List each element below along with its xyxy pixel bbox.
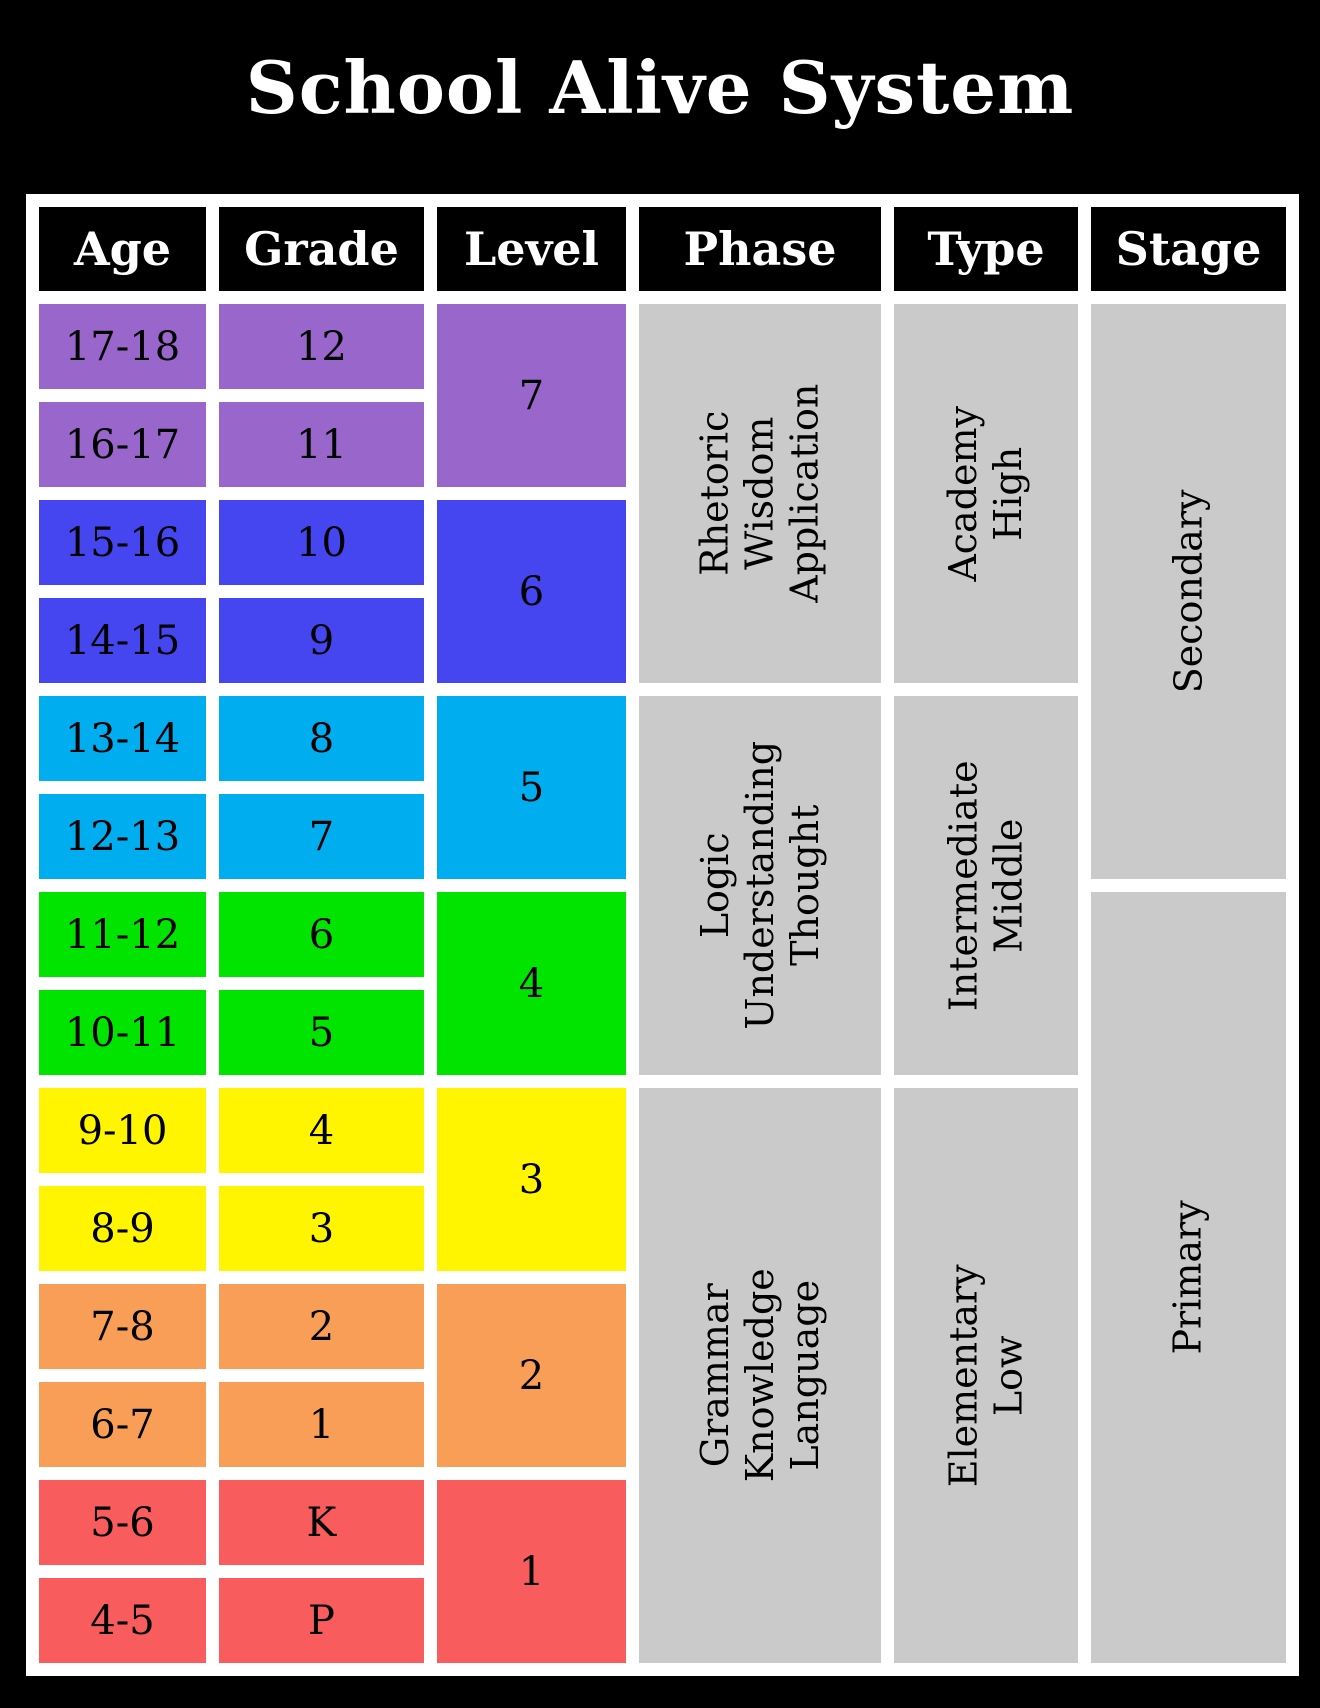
grade-cell: 7 bbox=[219, 794, 424, 879]
level-cell: 4 bbox=[437, 892, 626, 1075]
age-cell: 6-7 bbox=[39, 1382, 206, 1467]
stage-label: Primary bbox=[1166, 1200, 1211, 1355]
phase-label: Rhetoric Wisdom Application bbox=[692, 383, 827, 604]
grade-cell: K bbox=[219, 1480, 424, 1565]
phase-cell: Logic Understanding Thought bbox=[639, 696, 881, 1075]
age-cell: 13-14 bbox=[39, 696, 206, 781]
grade-cell: P bbox=[219, 1578, 424, 1663]
age-cell: 14-15 bbox=[39, 598, 206, 683]
level-cell: 5 bbox=[437, 696, 626, 879]
grade-cell: 6 bbox=[219, 892, 424, 977]
phase-cell: Rhetoric Wisdom Application bbox=[639, 304, 881, 683]
grade-cell: 11 bbox=[219, 402, 424, 487]
age-cell: 9-10 bbox=[39, 1088, 206, 1173]
age-cell: 10-11 bbox=[39, 990, 206, 1075]
age-cell: 11-12 bbox=[39, 892, 206, 977]
level-cell: 7 bbox=[437, 304, 626, 487]
age-cell: 4-5 bbox=[39, 1578, 206, 1663]
grade-cell: 8 bbox=[219, 696, 424, 781]
grade-cell: 5 bbox=[219, 990, 424, 1075]
grade-cell: 10 bbox=[219, 500, 424, 585]
grade-cell: 9 bbox=[219, 598, 424, 683]
age-cell: 15-16 bbox=[39, 500, 206, 585]
age-cell: 17-18 bbox=[39, 304, 206, 389]
age-cell: 7-8 bbox=[39, 1284, 206, 1369]
level-cell: 3 bbox=[437, 1088, 626, 1271]
column-header-age: Age bbox=[39, 207, 206, 291]
grade-cell: 2 bbox=[219, 1284, 424, 1369]
stage-cell: Secondary bbox=[1091, 304, 1286, 879]
age-cell: 8-9 bbox=[39, 1186, 206, 1271]
age-cell: 5-6 bbox=[39, 1480, 206, 1565]
page-title: School Alive System bbox=[245, 45, 1075, 130]
column-header-type: Type bbox=[894, 207, 1078, 291]
column-header-grade: Grade bbox=[219, 207, 424, 291]
type-cell: Intermediate Middle bbox=[894, 696, 1078, 1075]
phase-label: Logic Understanding Thought bbox=[692, 741, 827, 1030]
age-cell: 16-17 bbox=[39, 402, 206, 487]
stage-label: Secondary bbox=[1166, 489, 1211, 694]
grade-cell: 3 bbox=[219, 1186, 424, 1271]
stage-cell: Primary bbox=[1091, 892, 1286, 1663]
column-header-stage: Stage bbox=[1091, 207, 1286, 291]
school-system-table: Age Grade Level Phase Type Stage 17-18 1… bbox=[26, 194, 1299, 1676]
column-header-level: Level bbox=[437, 207, 626, 291]
type-label: Elementary Low bbox=[941, 1264, 1030, 1487]
level-cell: 2 bbox=[437, 1284, 626, 1467]
grade-cell: 4 bbox=[219, 1088, 424, 1173]
phase-label: Grammar Knowledge Language bbox=[692, 1268, 827, 1483]
phase-cell: Grammar Knowledge Language bbox=[639, 1088, 881, 1663]
type-cell: Academy High bbox=[894, 304, 1078, 683]
level-cell: 1 bbox=[437, 1480, 626, 1663]
grade-cell: 12 bbox=[219, 304, 424, 389]
type-label: Intermediate Middle bbox=[941, 760, 1031, 1011]
type-label: Academy High bbox=[941, 405, 1030, 582]
column-header-phase: Phase bbox=[639, 207, 881, 291]
type-cell: Elementary Low bbox=[894, 1088, 1078, 1663]
age-cell: 12-13 bbox=[39, 794, 206, 879]
level-cell: 6 bbox=[437, 500, 626, 683]
grade-cell: 1 bbox=[219, 1382, 424, 1467]
